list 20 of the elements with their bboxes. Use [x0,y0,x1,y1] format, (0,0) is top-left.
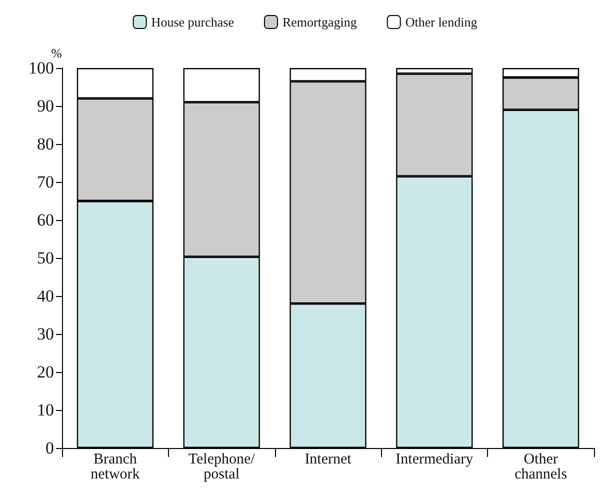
x-tick-label: Branch network [90,452,140,482]
y-tick-label: 40 [37,286,54,306]
legend-label: House purchase [151,14,234,30]
y-tick-label: 20 [37,362,54,382]
x-tick-label: Intermediary [396,452,474,468]
legend-label: Other lending [405,14,478,30]
y-tick-label: 90 [37,96,54,116]
y-tick-label: 30 [37,324,54,344]
y-tick-label: 60 [37,210,54,230]
y-axis-title: % [51,46,62,61]
y-tick-label: 10 [37,400,54,420]
x-tick-label: Telephone/ postal [188,452,256,482]
x-tick-label: Internet [304,452,352,468]
x-tick-label: Other channels [514,452,568,482]
y-tick-label: 50 [37,248,54,268]
y-tick-label: 100 [28,58,54,78]
y-tick-label: 80 [37,134,54,154]
y-tick-label: 70 [37,172,54,192]
legend-label: Remortgaging [282,14,358,30]
y-tick-label: 0 [46,438,54,458]
